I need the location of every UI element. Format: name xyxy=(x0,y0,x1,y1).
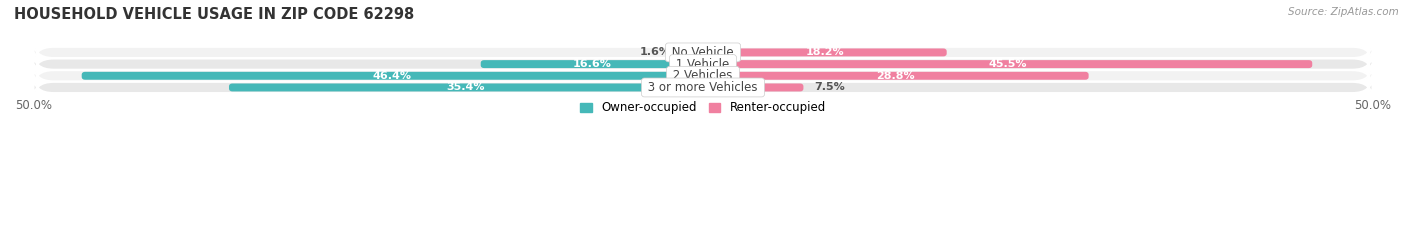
FancyBboxPatch shape xyxy=(34,52,1372,76)
FancyBboxPatch shape xyxy=(703,72,1088,80)
FancyBboxPatch shape xyxy=(703,48,946,56)
FancyBboxPatch shape xyxy=(82,72,703,80)
FancyBboxPatch shape xyxy=(229,84,703,91)
Text: 35.4%: 35.4% xyxy=(447,82,485,92)
Text: HOUSEHOLD VEHICLE USAGE IN ZIP CODE 62298: HOUSEHOLD VEHICLE USAGE IN ZIP CODE 6229… xyxy=(14,7,415,22)
Text: 46.4%: 46.4% xyxy=(373,71,412,81)
Text: 2 Vehicles: 2 Vehicles xyxy=(669,69,737,82)
Legend: Owner-occupied, Renter-occupied: Owner-occupied, Renter-occupied xyxy=(575,97,831,119)
FancyBboxPatch shape xyxy=(703,60,1312,68)
FancyBboxPatch shape xyxy=(34,40,1372,64)
Text: Source: ZipAtlas.com: Source: ZipAtlas.com xyxy=(1288,7,1399,17)
Text: 1.6%: 1.6% xyxy=(640,48,671,57)
FancyBboxPatch shape xyxy=(682,48,703,56)
Text: 3 or more Vehicles: 3 or more Vehicles xyxy=(644,81,762,94)
Text: 7.5%: 7.5% xyxy=(814,82,845,92)
Text: No Vehicle: No Vehicle xyxy=(668,46,738,59)
Text: 28.8%: 28.8% xyxy=(876,71,915,81)
Text: 1 Vehicle: 1 Vehicle xyxy=(672,58,734,71)
Text: 16.6%: 16.6% xyxy=(572,59,612,69)
Text: 18.2%: 18.2% xyxy=(806,48,844,57)
FancyBboxPatch shape xyxy=(34,76,1372,99)
FancyBboxPatch shape xyxy=(703,84,803,91)
FancyBboxPatch shape xyxy=(34,64,1372,88)
Text: 45.5%: 45.5% xyxy=(988,59,1026,69)
FancyBboxPatch shape xyxy=(481,60,703,68)
